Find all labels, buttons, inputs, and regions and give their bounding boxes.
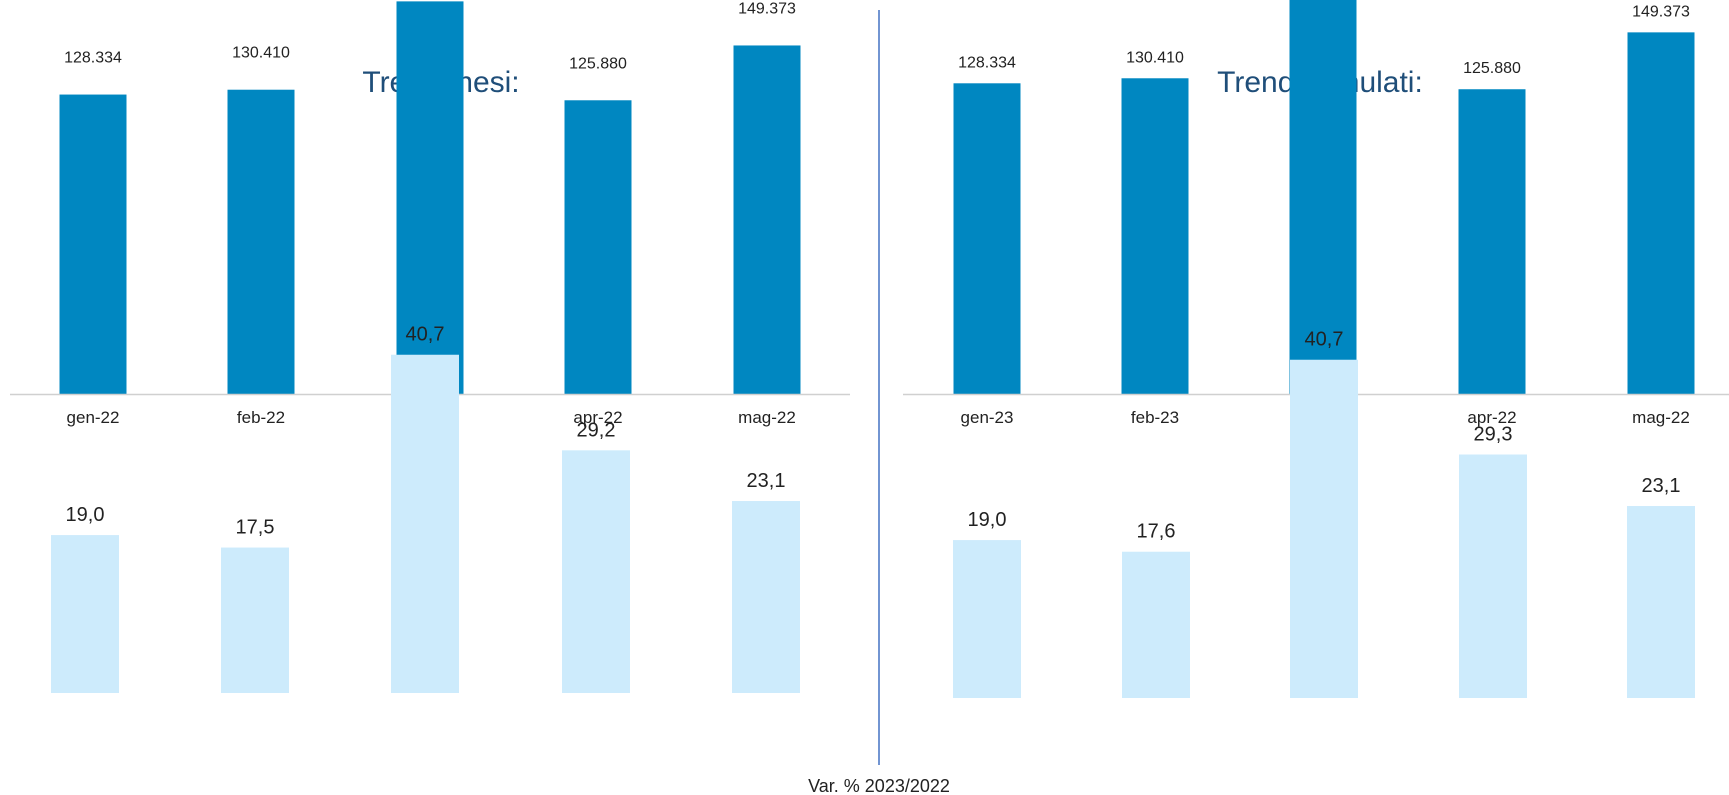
data-label-left-monthly-1: 128.334	[64, 50, 122, 67]
data-label-right-cumulative-4: 125.880	[1463, 60, 1521, 77]
data-label-left-variation-5: 23,1	[747, 470, 786, 492]
bar-left-variation-1	[51, 535, 119, 693]
bar-right-variation-5	[1627, 506, 1695, 698]
bar-left-monthly-3	[396, 1, 464, 394]
bar-left-variation-4	[562, 450, 630, 693]
data-label-right-cumulative-2: 130.410	[1126, 49, 1184, 66]
bar-right-cumulative-5	[1627, 32, 1695, 394]
tick-label-right-cumulative-1: gen-23	[961, 408, 1014, 427]
data-label-right-variation-1: 19,0	[968, 509, 1007, 531]
bar-left-variation-5	[732, 501, 800, 693]
data-label-right-cumulative-5: 149.373	[1632, 3, 1690, 20]
data-label-left-variation-4: 29,2	[577, 419, 616, 441]
bar-left-variation-2	[221, 547, 289, 693]
data-label-right-cumulative-1: 128.334	[958, 54, 1016, 71]
bar-right-variation-3	[1290, 359, 1358, 698]
bar-left-monthly-1	[59, 94, 127, 394]
bar-right-cumulative-1	[953, 83, 1021, 394]
data-label-right-variation-5: 23,1	[1642, 475, 1681, 497]
bar-right-variation-2	[1122, 551, 1190, 698]
bar-right-cumulative-3	[1289, 0, 1357, 394]
data-label-left-variation-3: 40,7	[406, 324, 445, 346]
bar-left-variation-3	[391, 354, 459, 693]
tick-label-left-monthly-1: gen-22	[67, 408, 120, 427]
bar-left-monthly-2	[227, 89, 295, 395]
tick-label-right-cumulative-5: mag-22	[1632, 408, 1690, 427]
bar-left-monthly-4	[564, 100, 632, 394]
chart-marks: 128.334130.410168.266125.880149.373gen-2…	[10, 0, 1729, 698]
bar-right-cumulative-4	[1458, 89, 1526, 395]
data-label-left-variation-1: 19,0	[66, 504, 105, 526]
tick-label-left-monthly-5: mag-22	[738, 408, 796, 427]
tick-label-right-cumulative-2: feb-23	[1131, 408, 1179, 427]
data-label-left-monthly-5: 149.373	[738, 0, 796, 17]
footer-label: Var. % 2023/2022	[808, 776, 950, 795]
tick-label-right-cumulative-4: apr-22	[1467, 408, 1516, 427]
bar-right-variation-1	[953, 540, 1021, 698]
tick-label-left-monthly-4: apr-22	[573, 408, 622, 427]
data-label-left-monthly-4: 125.880	[569, 55, 627, 72]
bar-right-cumulative-2	[1121, 78, 1189, 395]
tick-label-left-monthly-2: feb-22	[237, 408, 285, 427]
data-label-right-variation-2: 17,6	[1137, 521, 1176, 543]
data-label-right-variation-3: 40,7	[1305, 329, 1344, 351]
data-label-left-variation-2: 17,5	[236, 517, 275, 539]
data-label-right-variation-4: 29,3	[1474, 423, 1513, 445]
data-label-left-monthly-2: 130.410	[232, 45, 290, 62]
bar-left-monthly-5	[733, 45, 801, 394]
bar-right-variation-4	[1459, 454, 1527, 698]
